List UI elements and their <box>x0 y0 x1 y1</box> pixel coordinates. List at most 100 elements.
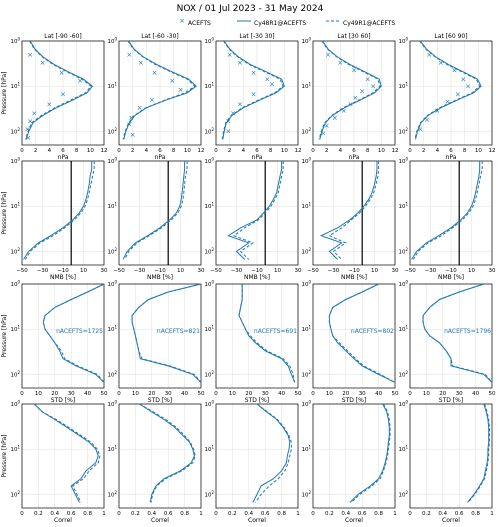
acefts-point: × <box>169 77 175 85</box>
series-cy48r1 <box>222 40 285 140</box>
series-cy49r1 <box>33 403 101 503</box>
series-cy48r1 <box>252 403 291 503</box>
x-tick-label: 10 <box>184 148 191 154</box>
legend-marker-acefts: × <box>179 17 185 25</box>
panel-frame <box>21 283 105 389</box>
y-tick-label: 100 <box>398 400 408 409</box>
series-cy49r1 <box>328 283 396 383</box>
panel-frame <box>21 403 105 509</box>
x-tick-label: 0.6 <box>455 511 464 517</box>
x-tick-label: 0 <box>117 511 121 517</box>
sample-count-label: nACEFTS=1725 <box>56 328 103 335</box>
x-tick-label: 10 <box>326 391 333 397</box>
x-tick-label: 0.6 <box>261 511 270 517</box>
x-tick-label: 10 <box>423 391 430 397</box>
x-tick-label: 50 <box>198 391 205 397</box>
x-tick-label: 0 <box>311 391 315 397</box>
acefts-point: × <box>25 126 31 134</box>
series-cy49r1 <box>124 161 188 260</box>
y-tick-label: 100 <box>301 280 311 289</box>
series-cy49r1 <box>24 161 95 260</box>
series-cy48r1 <box>349 403 390 503</box>
x-tick-label: 20 <box>51 391 58 397</box>
x-tick-label: 30 <box>198 268 205 274</box>
acefts-point: × <box>130 131 136 139</box>
y-tick-label: 102 <box>107 247 117 256</box>
y-tick-label: 102 <box>107 490 117 499</box>
y-tick-label: 100 <box>204 37 214 46</box>
x-tick-label: −30 <box>37 268 49 274</box>
acefts-point: × <box>126 121 132 129</box>
x-tick-label: −50 <box>307 268 319 274</box>
x-tick-label: 2 <box>131 148 135 154</box>
legend: × ACEFTS Cy48R1@ACEFTS Cy49R1@ACEFTS <box>179 17 395 27</box>
x-tick-label: 50 <box>392 391 399 397</box>
series-cy49r1 <box>238 284 296 383</box>
x-tick-label: 0.8 <box>471 511 480 517</box>
x-tick-label: 40 <box>375 391 382 397</box>
panel-Correl-0: 0 0.2 0.4 0.6 0.8 1 Correl 100 101 102 Pressure [h… <box>1 400 106 525</box>
acefts-point: × <box>230 110 236 118</box>
y-tick-label: 100 <box>107 157 117 166</box>
acefts-point: × <box>445 98 451 106</box>
y-tick-label: 100 <box>301 157 311 166</box>
y-tick-label: 100 <box>10 400 20 409</box>
y-tick-label: 101 <box>107 202 117 211</box>
series-cy49r1 <box>24 40 92 140</box>
acefts-point: × <box>417 126 423 134</box>
x-tick-label: −50 <box>404 268 416 274</box>
x-tick-label: −30 <box>328 268 340 274</box>
panel-frame <box>215 283 299 389</box>
panel-title: Lat [-30 30] <box>239 33 274 40</box>
x-tick-label: 0.8 <box>277 511 286 517</box>
x-tick-label: 30 <box>295 268 302 274</box>
panel-title: Lat [-90 -60] <box>44 33 81 40</box>
panel-frame <box>409 40 493 146</box>
x-axis-label: STD [%] <box>245 397 269 404</box>
x-tick-label: 12 <box>198 148 205 154</box>
acefts-point: × <box>137 104 143 112</box>
panel-concentration-0: ××××××××××Lat [-90 -60]0 2 4 6 8 10 12nPa10010… <box>1 33 108 161</box>
x-tick-label: 0 <box>117 148 121 154</box>
y-tick-label: 101 <box>10 325 20 334</box>
x-tick-label: 10 <box>132 391 139 397</box>
x-axis-label: STD [%] <box>342 397 366 404</box>
acefts-point: × <box>438 59 444 67</box>
y-tick-label: 101 <box>398 445 408 454</box>
x-tick-label: 0.4 <box>341 511 350 517</box>
x-tick-label: 12 <box>101 148 108 154</box>
x-tick-label: −10 <box>445 268 457 274</box>
acefts-point: × <box>152 69 158 77</box>
y-tick-label: 101 <box>204 82 214 91</box>
x-tick-label: 6 <box>449 148 453 154</box>
x-tick-label: 30 <box>68 391 75 397</box>
y-tick-label: 100 <box>204 400 214 409</box>
x-tick-label: 0 <box>311 148 315 154</box>
acefts-point: × <box>434 107 440 115</box>
x-tick-label: 10 <box>475 148 482 154</box>
acefts-point: × <box>225 128 231 136</box>
y-tick-label: 101 <box>204 202 214 211</box>
panel-frame <box>312 403 396 509</box>
panel-Correl-4: 0 0.2 0.4 0.6 0.8 1 Correl 100 101 102 <box>398 400 493 525</box>
x-tick-label: −30 <box>425 268 437 274</box>
x-tick-label: 30 <box>101 268 108 274</box>
x-tick-label: 10 <box>281 148 288 154</box>
series-cy48r1 <box>411 161 481 260</box>
sample-count-label: nACEFTS=821 <box>157 328 200 335</box>
panel-title: Lat [-60 -30] <box>141 33 178 40</box>
panel-Correl-1: 0 0.2 0.4 0.6 0.8 1 Correl 100 101 102 <box>107 400 202 525</box>
x-tick-label: 1 <box>199 511 203 517</box>
panel-frame <box>409 403 493 509</box>
x-tick-label: 0.2 <box>228 511 237 517</box>
y-tick-label: 102 <box>107 127 117 136</box>
acefts-point: × <box>332 114 338 122</box>
x-axis-label: Correl <box>442 517 460 524</box>
acefts-point: × <box>237 100 243 108</box>
x-tick-label: 0 <box>20 511 24 517</box>
panel-frame <box>118 160 202 266</box>
sample-count-label: nACEFTS=691 <box>254 328 297 335</box>
y-tick-label: 101 <box>301 202 311 211</box>
acefts-point: × <box>149 96 155 104</box>
x-tick-label: 2 <box>34 148 38 154</box>
